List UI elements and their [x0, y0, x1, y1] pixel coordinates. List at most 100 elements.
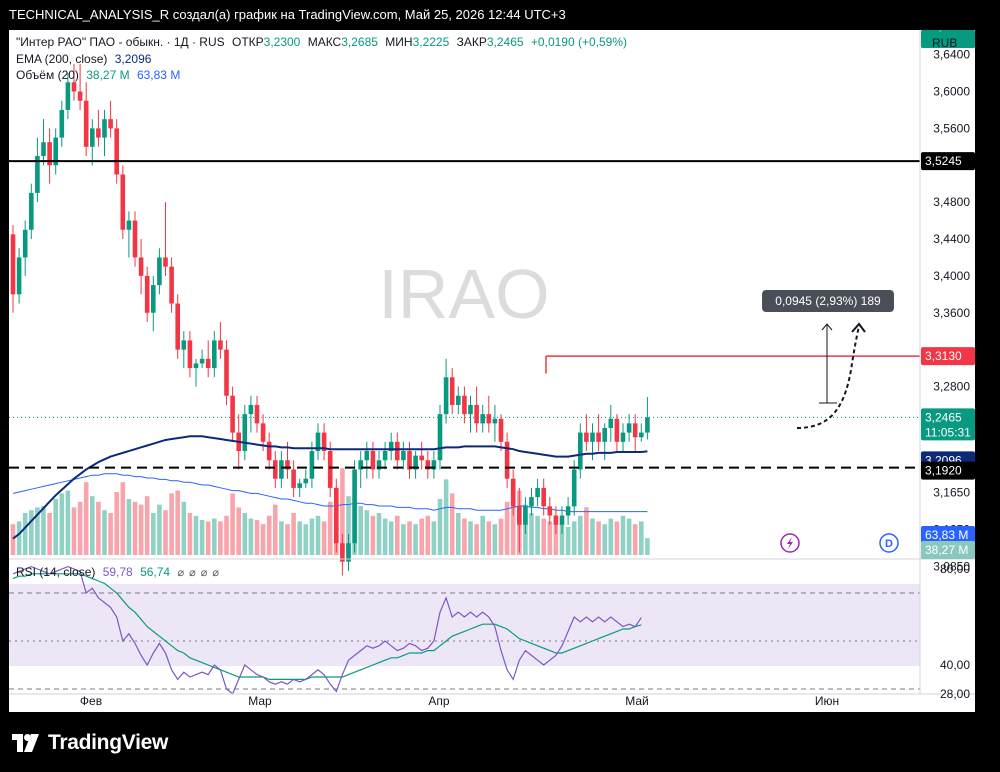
- candle[interactable]: [59, 100, 65, 147]
- candle[interactable]: [498, 414, 504, 452]
- ema-legend[interactable]: EMA (200, close) 3,2096: [16, 52, 155, 66]
- candle[interactable]: [22, 220, 28, 276]
- candle[interactable]: [279, 451, 284, 488]
- candle[interactable]: [35, 137, 40, 203]
- volume-badge[interactable]: 38,27 M: [921, 541, 975, 559]
- candle[interactable]: [242, 404, 248, 461]
- candle[interactable]: [632, 414, 638, 452]
- candle[interactable]: [626, 414, 632, 442]
- candle[interactable]: [53, 128, 58, 175]
- candle[interactable]: [395, 432, 400, 470]
- candle[interactable]: [480, 404, 485, 433]
- candle[interactable]: [419, 441, 424, 470]
- candle[interactable]: [474, 386, 479, 433]
- currency-label[interactable]: RUB: [932, 36, 957, 50]
- candle[interactable]: [358, 451, 363, 488]
- candle[interactable]: [254, 395, 260, 433]
- candle[interactable]: [639, 423, 644, 442]
- candle[interactable]: [401, 441, 406, 470]
- candle[interactable]: [138, 239, 144, 295]
- candle[interactable]: [266, 432, 272, 470]
- candle[interactable]: [77, 63, 83, 110]
- candle[interactable]: [163, 202, 168, 276]
- candle[interactable]: [364, 441, 370, 479]
- candle[interactable]: [443, 358, 449, 424]
- rsi-ma-badge[interactable]: 56,74: [921, 30, 975, 48]
- candle[interactable]: [132, 211, 138, 267]
- candle[interactable]: [578, 423, 583, 479]
- candle[interactable]: [547, 497, 553, 525]
- candle[interactable]: [382, 441, 388, 470]
- volume-legend[interactable]: Объём (20) 38,27 M 63,83 M: [16, 68, 184, 82]
- candle[interactable]: [10, 225, 16, 313]
- candle[interactable]: [584, 414, 589, 452]
- candle[interactable]: [492, 404, 498, 442]
- candle[interactable]: [352, 460, 357, 553]
- candle[interactable]: [230, 386, 235, 442]
- candle[interactable]: [151, 275, 156, 332]
- candle[interactable]: [559, 506, 565, 534]
- candle[interactable]: [468, 395, 473, 433]
- candle[interactable]: [517, 487, 522, 553]
- dividend-icon[interactable]: D: [879, 533, 899, 553]
- candle[interactable]: [212, 331, 217, 378]
- rsi-line[interactable]: [12, 565, 642, 695]
- candle[interactable]: [102, 109, 107, 157]
- candle[interactable]: [565, 497, 571, 525]
- symbol-legend[interactable]: "Интер РАО" ПАО - обыкн. · 1Д · RUS ОТКР…: [16, 35, 631, 49]
- candle[interactable]: [175, 294, 180, 359]
- measure-annotation[interactable]: 0,0945 (2,93%) 189: [762, 290, 894, 429]
- candle[interactable]: [340, 534, 345, 576]
- resistance-price-badge[interactable]: 3,5245: [921, 152, 975, 171]
- candle[interactable]: [462, 386, 467, 424]
- candle[interactable]: [96, 109, 101, 147]
- candle[interactable]: [602, 423, 607, 461]
- chart-panel[interactable]: IRAO 3,6400 3,6000 3,5600 3,4800 3,4400 3,400…: [9, 30, 975, 712]
- candle[interactable]: [71, 63, 77, 101]
- candle[interactable]: [309, 441, 315, 488]
- rsi-label[interactable]: RSI (14, close): [16, 565, 96, 579]
- candle[interactable]: [297, 478, 302, 498]
- candle[interactable]: [425, 451, 431, 479]
- candle[interactable]: [407, 441, 412, 479]
- rsi-legend[interactable]: RSI (14, close) 59,78 56,74 ⌀ ⌀ ⌀ ⌀: [16, 565, 224, 579]
- symbol-name[interactable]: "Интер РАО" ПАО - обыкн. · 1Д · RUS: [16, 35, 225, 49]
- candle[interactable]: [596, 414, 601, 452]
- ema-label[interactable]: EMA (200, close): [16, 52, 108, 66]
- lightning-icon[interactable]: [780, 533, 800, 553]
- support-price-badge[interactable]: 3,1920: [921, 461, 975, 480]
- candle[interactable]: [437, 404, 443, 470]
- rsi-ma-line[interactable]: [12, 573, 642, 681]
- volume-label[interactable]: Объём (20): [16, 68, 79, 82]
- candle[interactable]: [413, 451, 418, 479]
- price-chart[interactable]: IRAO 3,6400 3,6000 3,5600 3,4800 3,4400 3,400…: [9, 30, 975, 712]
- candle[interactable]: [29, 183, 34, 239]
- candle[interactable]: [541, 478, 546, 516]
- candle[interactable]: [535, 478, 540, 507]
- candle[interactable]: [273, 451, 278, 488]
- candle[interactable]: [614, 414, 620, 452]
- candle[interactable]: [303, 469, 309, 488]
- candle[interactable]: [114, 119, 119, 184]
- candle[interactable]: [144, 266, 150, 322]
- candle[interactable]: [571, 460, 577, 516]
- candle[interactable]: [65, 73, 71, 120]
- candle[interactable]: [218, 321, 223, 359]
- candle[interactable]: [431, 451, 437, 479]
- candle[interactable]: [126, 211, 132, 258]
- candle[interactable]: [346, 534, 351, 571]
- candle[interactable]: [510, 469, 516, 516]
- candle[interactable]: [334, 478, 339, 553]
- candle[interactable]: [193, 358, 199, 387]
- candle[interactable]: [315, 423, 321, 461]
- candle[interactable]: [108, 100, 113, 138]
- candle[interactable]: [645, 397, 650, 440]
- candle[interactable]: [224, 340, 229, 405]
- candle[interactable]: [486, 395, 492, 433]
- candle[interactable]: [187, 331, 193, 378]
- candle[interactable]: [47, 128, 52, 184]
- candle[interactable]: [388, 432, 394, 461]
- candle[interactable]: [16, 248, 22, 304]
- candle[interactable]: [456, 386, 461, 415]
